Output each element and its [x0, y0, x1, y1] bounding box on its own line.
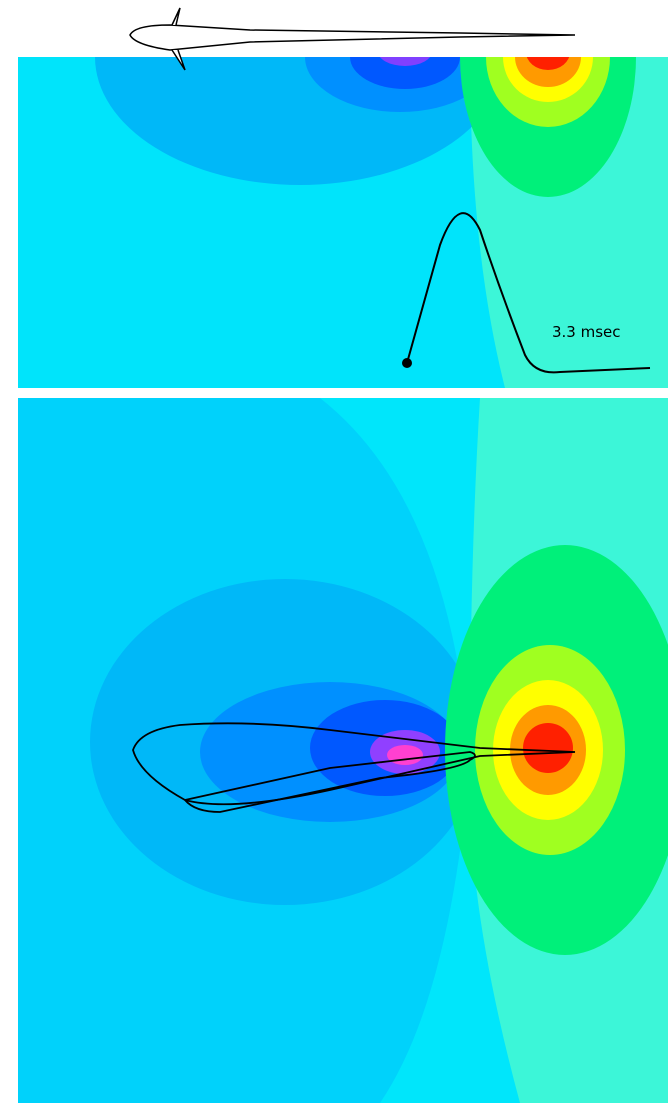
time-label: 3.3 msec: [552, 323, 621, 341]
bottom-field-map: [18, 398, 668, 1103]
page: {"annotation": {"time_label": "3.3 msec"…: [0, 0, 668, 1103]
waveform-marker: [402, 358, 412, 368]
figure: 3.3 msec: [0, 0, 668, 1103]
